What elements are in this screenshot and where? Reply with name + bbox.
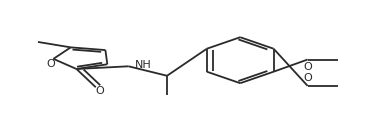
Text: O: O xyxy=(303,73,312,83)
Text: O: O xyxy=(303,62,312,72)
Text: O: O xyxy=(95,86,104,96)
Text: NH: NH xyxy=(135,60,151,70)
Text: O: O xyxy=(46,59,55,69)
